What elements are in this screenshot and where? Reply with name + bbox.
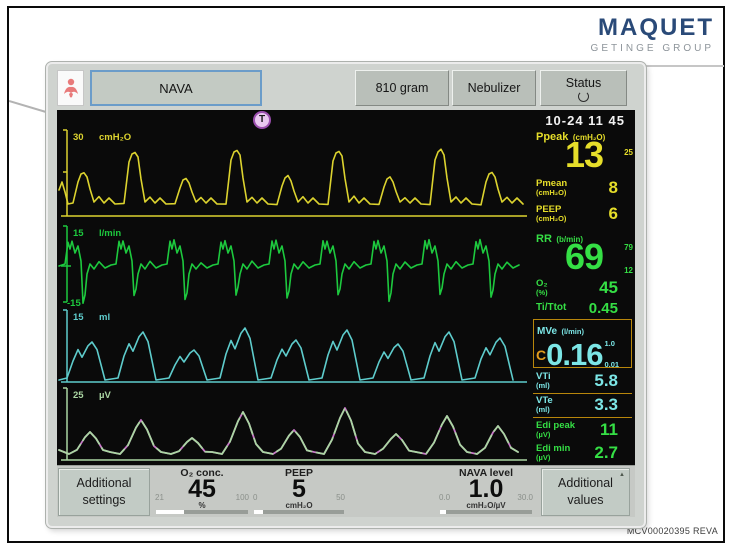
volume-unit-label: ml [99, 312, 110, 323]
o2-setting-value: 45 [188, 475, 216, 503]
mve-readout-box: MVe (l/min) C 0.16 1.0 0.01 [533, 319, 632, 372]
flow-unit-label: l/min [99, 228, 121, 239]
peep-setting-value: 5 [292, 475, 306, 503]
o2-readout: O₂ (%) 45 [536, 278, 632, 298]
rr-scale-lo: 12 [624, 266, 633, 275]
document-code: MCV00020395 REVA [626, 526, 718, 536]
monitor-screen: T 10-24 11 45 30 cmH₂O 15 l/min -15 15 m… [57, 110, 635, 466]
pmean-readout: Pmean (cmH₂O) 8 [536, 178, 632, 198]
status-gauge-icon [578, 91, 589, 103]
ppeak-scale-hi: 25 [624, 148, 633, 157]
chevron-up-icon: ▲ [619, 472, 625, 478]
settings-bar: Additional settings O₂ conc. 45 21 100 %… [57, 465, 635, 517]
ppeak-label: Ppeak (cmH₂O) [536, 131, 606, 143]
trend-indicator-icon: T [253, 111, 271, 129]
edi-min-value: 2.7 [594, 443, 618, 462]
nava-level-setting[interactable]: NAVA level 1.0 0.0 30.0 cmH₂O/µV [439, 466, 533, 518]
ventilation-mode-button[interactable]: NAVA [90, 70, 262, 106]
edi-peak-readout: Edi peak (µV) 11 [536, 420, 632, 440]
peep-value: 6 [608, 204, 618, 223]
rr-value: 69 [565, 236, 604, 277]
callout-leader-line [9, 100, 47, 113]
flow-scale-label: 15 [73, 228, 84, 239]
nebulizer-button[interactable]: Nebulizer [452, 70, 536, 106]
nava-level-slider[interactable] [440, 510, 532, 514]
mve-value: 0.16 [546, 337, 603, 372]
datetime-display: 10-24 11 45 [545, 113, 625, 128]
additional-settings-button[interactable]: Additional settings [58, 468, 150, 516]
ppeak-value: 13 [565, 134, 604, 175]
pmean-value: 8 [608, 178, 618, 197]
waveform-area: 30 cmH₂O 15 l/min -15 15 ml 25 µV [58, 129, 527, 461]
page-border-frame [7, 6, 725, 543]
nebulizer-label: Nebulizer [467, 81, 521, 95]
rr-scale-hi: 79 [624, 243, 633, 252]
mve-scales: 1.0 0.01 [604, 339, 620, 369]
status-label: Status [565, 75, 602, 90]
rr-label: RR (b/min) [536, 233, 584, 245]
patient-weight-button[interactable]: 810 gram [355, 70, 449, 106]
peep-setting[interactable]: PEEP 5 0 50 cmH₂O [253, 466, 345, 518]
volume-scale-label: 15 [73, 312, 84, 323]
logo-subtext: GETINGE GROUP [590, 43, 714, 54]
ti-ttot-readout: Ti/Ttot 0.45 [536, 300, 632, 317]
edi-min-readout: Edi min (µV) 2.7 [536, 443, 632, 463]
logo-text: MAQUET [598, 14, 714, 41]
mve-prefix: C [536, 347, 547, 363]
o2-setting-slider[interactable] [156, 510, 248, 514]
nava-level-value: 1.0 [468, 475, 504, 503]
patient-category-button[interactable] [57, 70, 84, 106]
edi-unit-label: µV [99, 390, 111, 401]
brand-logo: MAQUET GETINGE GROUP [590, 14, 714, 55]
vti-value: 5.8 [594, 371, 618, 390]
vte-readout-box: VTe (ml) 3.3 [533, 393, 632, 418]
peep-setting-slider[interactable] [254, 510, 344, 514]
pressure-scale-label: 30 [73, 132, 84, 143]
divider-line [640, 65, 724, 67]
vte-value: 3.3 [594, 395, 618, 414]
edi-scale-label: 25 [73, 390, 84, 401]
mode-label: NAVA [159, 80, 193, 96]
peep-readout: PEEP (cmH₂O) 6 [536, 204, 632, 224]
weight-label: 810 gram [375, 81, 429, 95]
edi-peak-value: 11 [600, 420, 618, 439]
vti-readout: VTi (ml) 5.8 [536, 371, 632, 391]
flow-min-scale-label: -15 [67, 298, 81, 309]
o2-conc-setting[interactable]: O₂ conc. 45 21 100 % [155, 466, 249, 518]
ventilator-bezel: NAVA 810 gram Nebulizer Status T 10-24 1… [45, 61, 647, 529]
status-button[interactable]: Status [540, 70, 627, 106]
o2-value: 45 [599, 278, 618, 297]
pressure-unit-label: cmH₂O [99, 132, 131, 143]
ti-ttot-value: 0.45 [588, 300, 618, 317]
additional-values-button[interactable]: ▲ Additional values [541, 468, 630, 516]
patient-icon [63, 78, 78, 98]
mve-label: MVe (l/min) [537, 326, 584, 337]
